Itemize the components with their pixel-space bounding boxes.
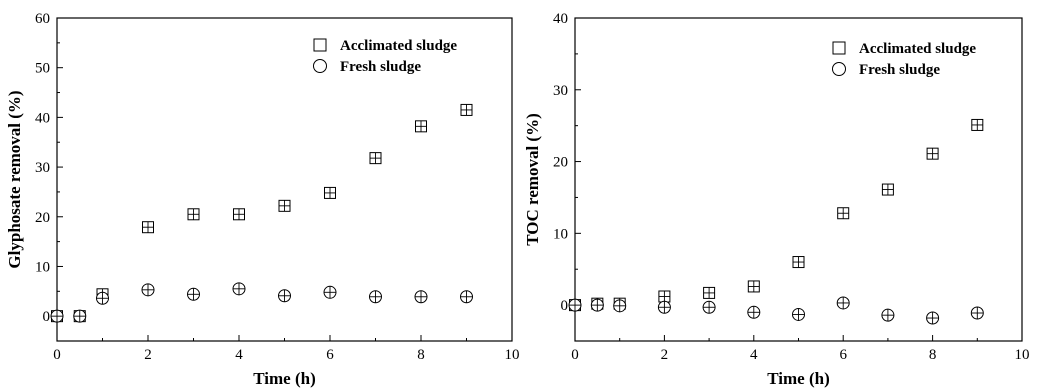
fresh-data-point [590, 298, 604, 312]
acclimated-data-point [460, 103, 473, 116]
x-tick-label: 6 [839, 347, 847, 363]
y-tick-label: 30 [35, 160, 50, 176]
toc-removal-chart: 0 2 4 6 8 10 0 10 20 30 40 Time (h) TOC removal (%) A… [523, 11, 1030, 388]
fresh-data-point [702, 300, 716, 314]
legend-label: Fresh sludge [340, 59, 421, 75]
fresh-data-point [836, 296, 850, 310]
fresh-data-point [141, 283, 155, 297]
series-fresh [568, 296, 984, 325]
y-tick-label: 20 [553, 155, 568, 171]
fresh-data-point [414, 290, 428, 304]
fresh-data-point [369, 290, 382, 304]
acclimated-data-point [881, 183, 894, 196]
fresh-data-point [613, 299, 627, 313]
acclimated-data-point [324, 186, 336, 199]
legend-label: Acclimated sludge [859, 41, 976, 57]
legend-label: Fresh sludge [859, 62, 940, 78]
y-tick-label: 40 [553, 11, 568, 27]
y-tick-label: 50 [35, 61, 50, 77]
series-acclimated [51, 103, 473, 323]
fresh-data-point [96, 291, 109, 305]
legend-label: Acclimated sludge [340, 38, 457, 54]
acclimated-data-point [971, 118, 984, 131]
legend: Acclimated sludge Fresh sludge [313, 38, 457, 75]
acclimated-data-point [792, 256, 805, 269]
x-tick-label: 8 [417, 347, 425, 363]
y-tick-label: 40 [35, 110, 50, 126]
x-tick-label: 2 [144, 347, 152, 363]
acclimated-data-point [926, 147, 939, 160]
series-fresh [50, 282, 473, 323]
fresh-data-point [187, 287, 200, 301]
fresh-data-point [460, 290, 473, 304]
fresh-data-point [881, 308, 895, 322]
acclimated-data-point [658, 290, 671, 303]
x-tick-label: 10 [505, 347, 520, 363]
acclimated-data-point [369, 152, 382, 165]
fresh-data-point [278, 289, 291, 303]
x-axis-title: Time (h) [767, 369, 830, 388]
acclimated-data-point [415, 120, 427, 133]
acclimated-data-point [703, 286, 716, 299]
fresh-data-point [73, 309, 87, 323]
y-tick-label: 30 [553, 83, 568, 99]
y-axis-title: TOC removal (%) [523, 113, 542, 246]
fresh-data-point [792, 307, 805, 321]
fresh-data-point [323, 285, 337, 299]
fresh-data-point [970, 306, 984, 320]
x-tick-label: 4 [235, 347, 243, 363]
legend-marker-square [313, 38, 327, 52]
y-tick-label: 60 [35, 11, 50, 27]
x-tick-label: 0 [53, 347, 61, 363]
x-tick-label: 4 [750, 347, 758, 363]
acclimated-data-point [747, 280, 760, 293]
fresh-data-point [568, 298, 582, 312]
acclimated-data-point [278, 199, 291, 212]
fresh-data-point [926, 311, 940, 325]
fresh-data-point [657, 300, 671, 314]
x-tick-label: 10 [1015, 347, 1030, 363]
x-tick-label: 6 [326, 347, 334, 363]
legend: Acclimated sludge Fresh sludge [832, 41, 976, 78]
legend-marker-circle [313, 59, 327, 73]
series-acclimated [569, 118, 984, 312]
y-axis-title: Glyphosate removal (%) [5, 90, 24, 268]
fresh-data-point [232, 282, 246, 296]
x-tick-label: 2 [661, 347, 669, 363]
legend-marker-circle [832, 62, 846, 76]
y-tick-label: 10 [35, 259, 50, 275]
acclimated-data-point [187, 208, 200, 221]
fresh-data-point [50, 309, 64, 323]
fresh-data-point [747, 305, 761, 319]
y-tick-label: 0 [43, 309, 51, 325]
glyphosate-removal-chart: 0 2 4 6 8 10 0 10 20 30 40 50 60 Time (h) Glyphosate r… [5, 11, 520, 388]
y-tick-label: 20 [35, 210, 50, 226]
x-tick-label: 0 [571, 347, 579, 363]
toc-plot-frame [574, 17, 1023, 342]
x-axis-title: Time (h) [253, 369, 316, 388]
acclimated-data-point [233, 208, 245, 221]
acclimated-data-point [837, 207, 850, 220]
y-tick-label: 10 [553, 226, 568, 242]
y-tick-label: 0 [561, 298, 569, 314]
x-tick-label: 8 [929, 347, 937, 363]
acclimated-data-point [142, 221, 154, 234]
legend-marker-square [832, 41, 846, 55]
